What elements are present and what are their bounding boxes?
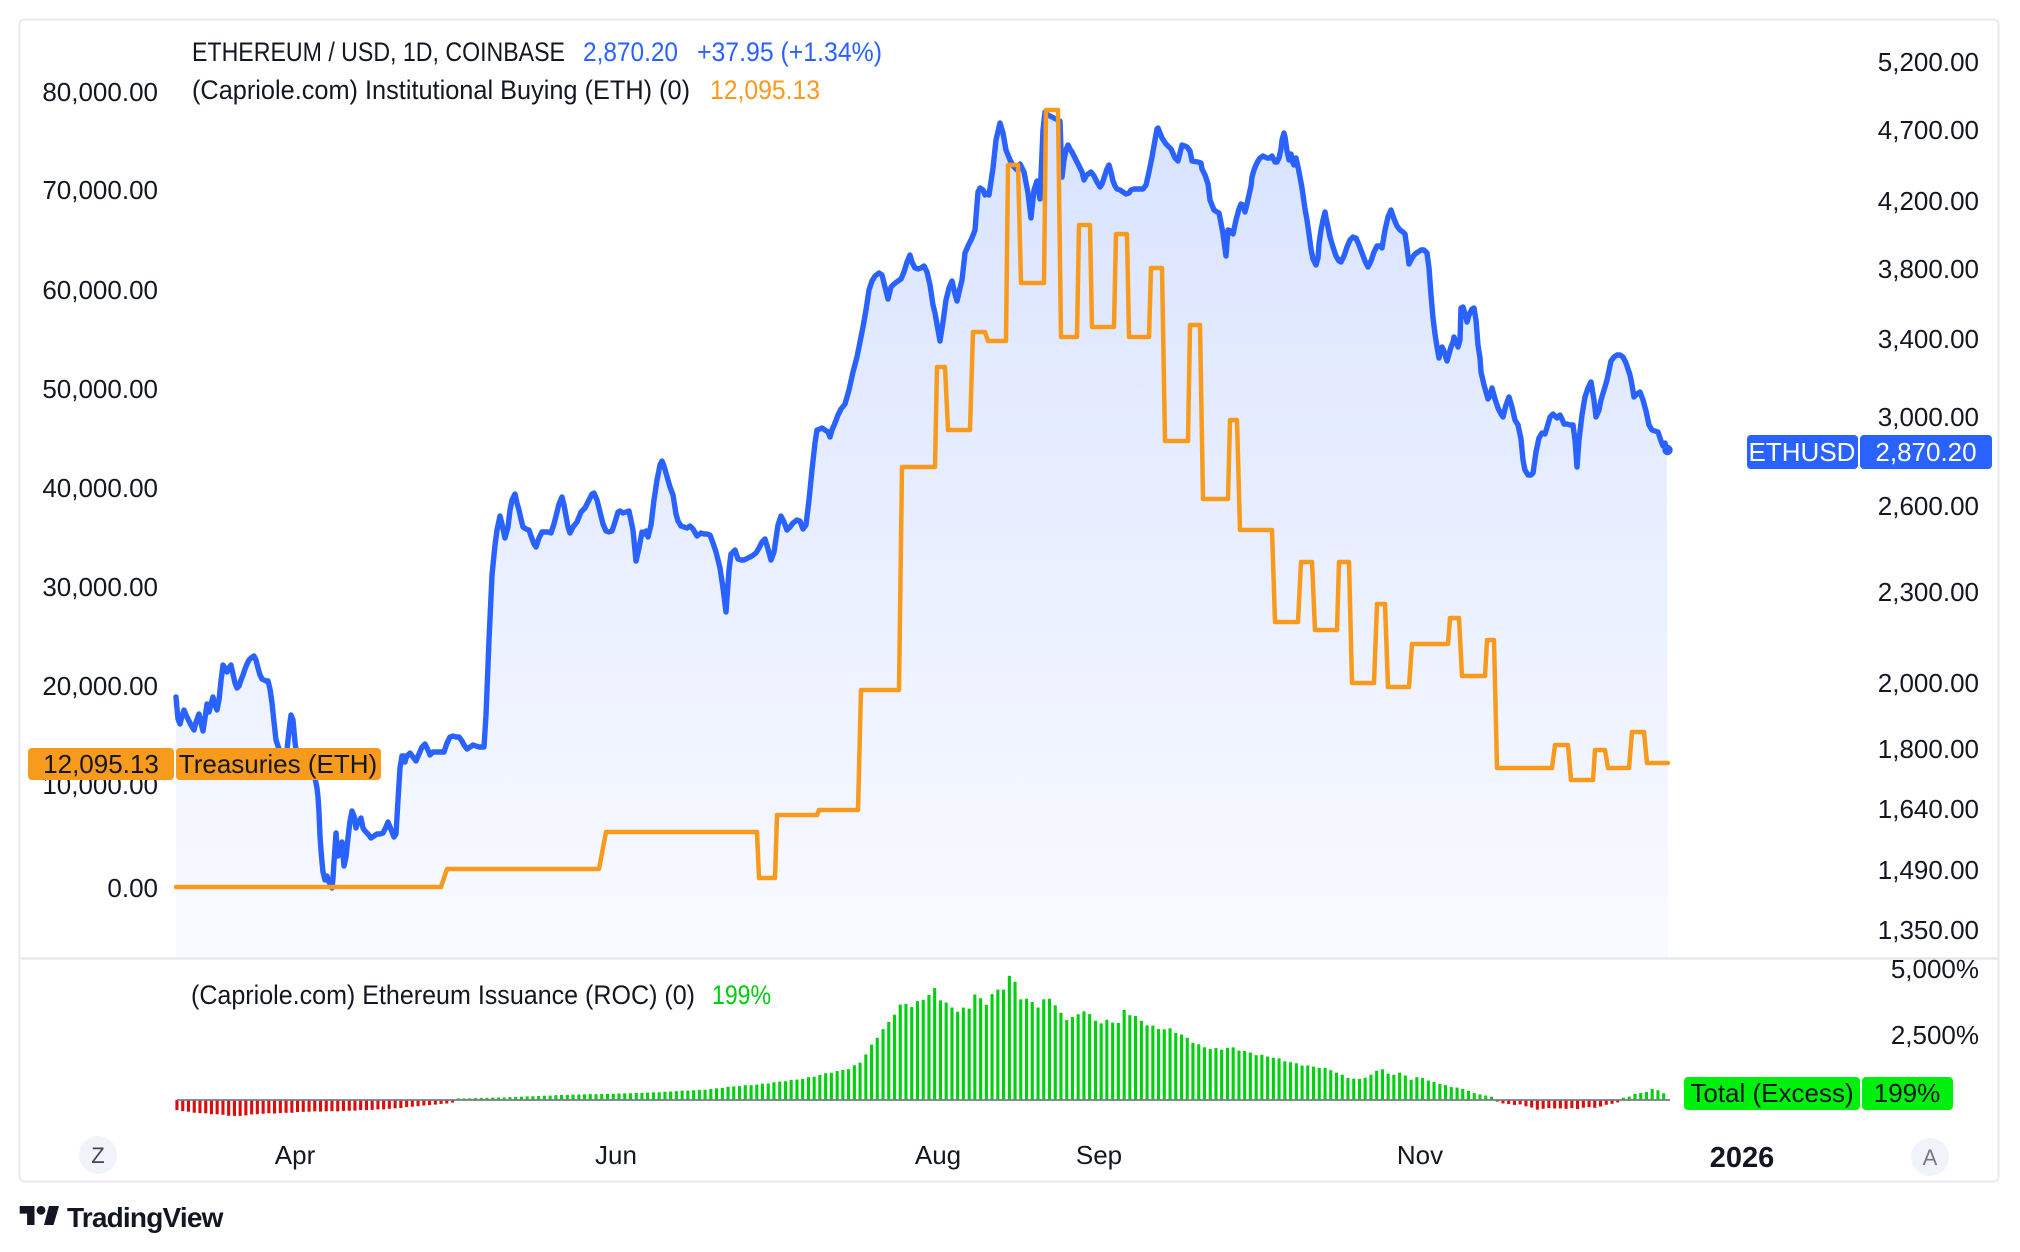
svg-text:3,400.00: 3,400.00 bbox=[1878, 324, 1979, 354]
svg-text:2,000.00: 2,000.00 bbox=[1878, 668, 1979, 698]
svg-text:1,350.00: 1,350.00 bbox=[1878, 915, 1979, 945]
svg-text:3,000.00: 3,000.00 bbox=[1878, 402, 1979, 432]
svg-text:Nov: Nov bbox=[1397, 1140, 1443, 1170]
svg-text:Z: Z bbox=[91, 1143, 104, 1168]
svg-text:4,200.00: 4,200.00 bbox=[1878, 186, 1979, 216]
svg-text:12,095.13: 12,095.13 bbox=[43, 749, 159, 779]
svg-text:2026: 2026 bbox=[1710, 1142, 1775, 1174]
svg-text:30,000.00: 30,000.00 bbox=[42, 572, 158, 602]
svg-text:20,000.00: 20,000.00 bbox=[42, 671, 158, 701]
svg-text:2,600.00: 2,600.00 bbox=[1878, 491, 1979, 521]
svg-text:5,000%: 5,000% bbox=[1891, 954, 1979, 984]
svg-text:Apr: Apr bbox=[275, 1140, 316, 1170]
svg-text:1,490.00: 1,490.00 bbox=[1878, 855, 1979, 885]
svg-text:Aug: Aug bbox=[915, 1140, 961, 1170]
svg-text:1,640.00: 1,640.00 bbox=[1878, 794, 1979, 824]
svg-text:Jun: Jun bbox=[595, 1140, 637, 1170]
svg-text:(Capriole.com) Ethereum Issuan: (Capriole.com) Ethereum Issuance (ROC) (… bbox=[191, 980, 695, 1010]
svg-text:ETHEREUM / USD, 1D, COINBASE: ETHEREUM / USD, 1D, COINBASE bbox=[192, 37, 565, 67]
svg-text:40,000.00: 40,000.00 bbox=[42, 473, 158, 503]
svg-text:(Capriole.com) Institutional B: (Capriole.com) Institutional Buying (ETH… bbox=[192, 75, 690, 105]
svg-text:2,500%: 2,500% bbox=[1891, 1020, 1979, 1050]
svg-text:TradingView: TradingView bbox=[67, 1202, 224, 1233]
svg-text:ETHUSD: ETHUSD bbox=[1749, 437, 1856, 467]
svg-text:0.00: 0.00 bbox=[107, 873, 158, 903]
svg-text:4,700.00: 4,700.00 bbox=[1878, 115, 1979, 145]
svg-text:2,300.00: 2,300.00 bbox=[1878, 577, 1979, 607]
svg-text:+37.95 (+1.34%): +37.95 (+1.34%) bbox=[697, 37, 882, 67]
svg-text:Sep: Sep bbox=[1076, 1140, 1122, 1170]
svg-text:5,200.00: 5,200.00 bbox=[1878, 47, 1979, 77]
svg-text:2,870.20: 2,870.20 bbox=[583, 37, 678, 67]
svg-text:199%: 199% bbox=[712, 980, 771, 1010]
svg-text:70,000.00: 70,000.00 bbox=[42, 175, 158, 205]
svg-text:1,800.00: 1,800.00 bbox=[1878, 734, 1979, 764]
svg-text:80,000.00: 80,000.00 bbox=[42, 77, 158, 107]
svg-text:60,000.00: 60,000.00 bbox=[42, 275, 158, 305]
svg-text:3,800.00: 3,800.00 bbox=[1878, 254, 1979, 284]
svg-text:Total (Excess): Total (Excess) bbox=[1690, 1078, 1853, 1108]
svg-text:50,000.00: 50,000.00 bbox=[42, 374, 158, 404]
svg-text:Treasuries (ETH): Treasuries (ETH) bbox=[179, 749, 377, 779]
svg-text:199%: 199% bbox=[1874, 1078, 1941, 1108]
svg-text:12,095.13: 12,095.13 bbox=[710, 75, 820, 105]
svg-text:2,870.20: 2,870.20 bbox=[1875, 437, 1976, 467]
svg-text:A: A bbox=[1923, 1145, 1938, 1170]
